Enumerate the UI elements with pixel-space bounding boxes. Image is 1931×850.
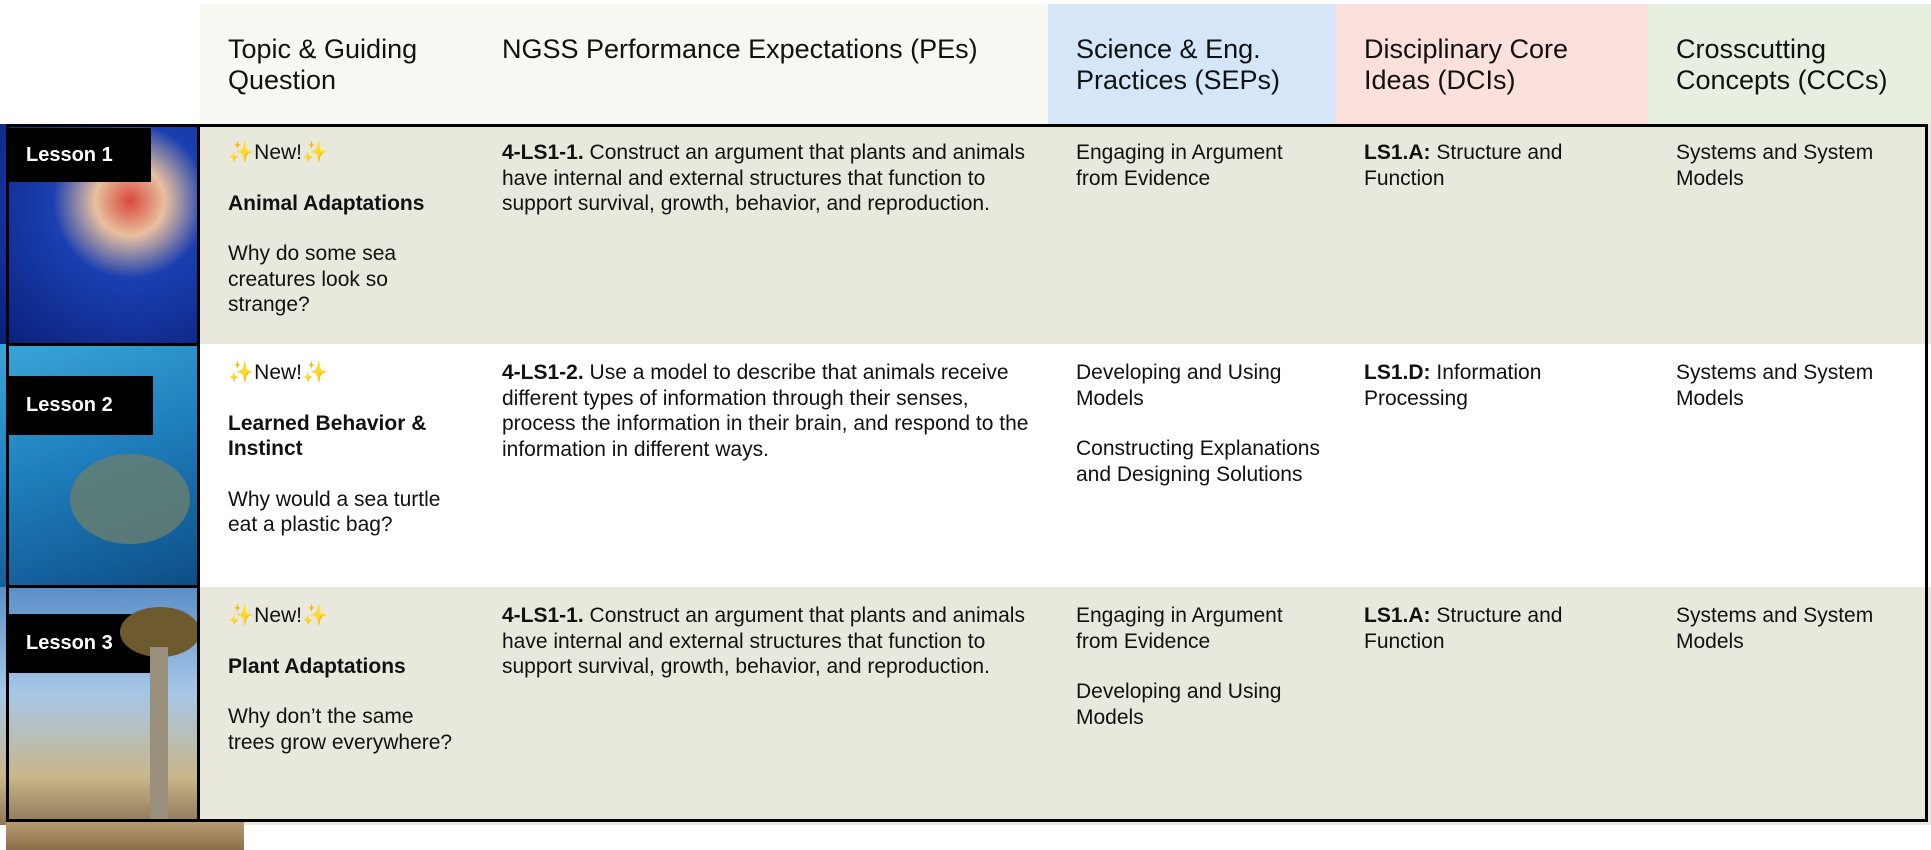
topic: Animal Adaptations — [228, 191, 425, 215]
pe-cell: 4-LS1-2. Use a model to describe that an… — [474, 344, 1048, 587]
dci-cell: LS1.D: Information Processing — [1336, 344, 1648, 587]
pe-code: 4-LS1-1. — [502, 604, 584, 627]
sep: Developing and Using Models — [1076, 680, 1282, 729]
pe-code: 4-LS1-2. — [502, 361, 584, 384]
column-header: Topic & Guiding Question — [200, 4, 474, 124]
topic: Learned Behavior & Instinct — [228, 411, 427, 461]
image-overflow — [6, 822, 244, 850]
dci-code: LS1.A: — [1364, 141, 1431, 164]
column-header: Science & Eng. Practices (SEPs) — [1048, 4, 1336, 124]
ccc: Systems and System Models — [1676, 604, 1874, 653]
column-header: Disciplinary Core Ideas (DCIs) — [1336, 4, 1648, 124]
curriculum-table: Topic & Guiding Question NGSS Performanc… — [0, 4, 1931, 825]
dci-code: LS1.D: — [1364, 361, 1431, 384]
dci-cell: LS1.A: Structure and Function — [1336, 124, 1648, 344]
corner — [0, 4, 200, 124]
sep: Engaging in Argument from Evidence — [1076, 141, 1283, 190]
image-divider — [197, 124, 200, 822]
sep: Developing and Using Models — [1076, 361, 1282, 410]
topic-cell: ✨New!✨ Plant Adaptations Why don’t the sam… — [200, 587, 474, 825]
image-divider — [6, 343, 200, 346]
pe-text: Construct an argument that plants and an… — [502, 141, 1025, 215]
topic: Plant Adaptations — [228, 654, 406, 678]
pe-text: Use a model to describe that animals rec… — [502, 361, 1029, 461]
ccc: Systems and System Models — [1676, 141, 1874, 190]
dci-cell: LS1.A: Structure and Function — [1336, 587, 1648, 825]
sep-cell: Engaging in Argument from Evidence — [1048, 124, 1336, 344]
sep-cell: Engaging in Argument from Evidence Develo… — [1048, 587, 1336, 825]
pe-text: Construct an argument that plants and an… — [502, 604, 1025, 678]
pe-cell: 4-LS1-1. Construct an argument that plan… — [474, 587, 1048, 825]
badge: ✨New!✨ — [228, 141, 329, 164]
sep-cell: Developing and Using Models Constructing … — [1048, 344, 1336, 587]
pe-cell: 4-LS1-1. Construct an argument that plan… — [474, 124, 1048, 344]
ccc-cell: Systems and System Models — [1648, 587, 1931, 825]
dci-text: Structure and Function — [1364, 604, 1563, 653]
tree-trunk — [150, 647, 168, 825]
lesson-image: Lesson 2 — [0, 344, 200, 587]
sep: Constructing Explanations and Designing … — [1076, 437, 1320, 486]
lesson-label: Lesson 2 — [9, 376, 153, 435]
dci-code: LS1.A: — [1364, 604, 1431, 627]
ccc: Systems and System Models — [1676, 361, 1874, 410]
pe-code: 4-LS1-1. — [502, 141, 584, 164]
column-header: NGSS Performance Expectations (PEs) — [474, 4, 1048, 124]
question: Why would a sea turtle eat a plastic bag… — [228, 487, 441, 537]
lesson-image: Lesson 1 — [0, 124, 200, 344]
image-divider — [6, 585, 200, 588]
turtle-shape — [70, 454, 190, 544]
column-header: Crosscutting Concepts (CCCs) — [1648, 4, 1931, 124]
dci-text: Information Processing — [1364, 361, 1542, 410]
ccc-cell: Systems and System Models — [1648, 124, 1931, 344]
question: Why don’t the same trees grow everywhere… — [228, 705, 453, 754]
ccc-cell: Systems and System Models — [1648, 344, 1931, 587]
topic-cell: ✨New!✨ Learned Behavior & Instinct Why wou… — [200, 344, 474, 587]
question: Why do some sea creatures look so strang… — [228, 242, 397, 316]
topic-cell: ✨New!✨ Animal Adaptations Why do some sea … — [200, 124, 474, 344]
badge: ✨New!✨ — [228, 604, 329, 627]
lesson-label: Lesson 1 — [9, 128, 151, 182]
sep: Engaging in Argument from Evidence — [1076, 604, 1283, 653]
dci-text: Structure and Function — [1364, 141, 1563, 190]
lesson-image: Lesson 3 — [0, 587, 200, 825]
badge: ✨New!✨ — [228, 361, 329, 384]
